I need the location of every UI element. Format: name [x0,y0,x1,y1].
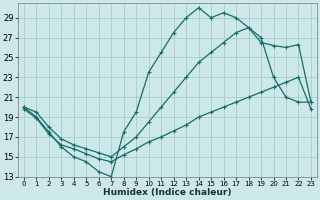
X-axis label: Humidex (Indice chaleur): Humidex (Indice chaleur) [103,188,232,197]
